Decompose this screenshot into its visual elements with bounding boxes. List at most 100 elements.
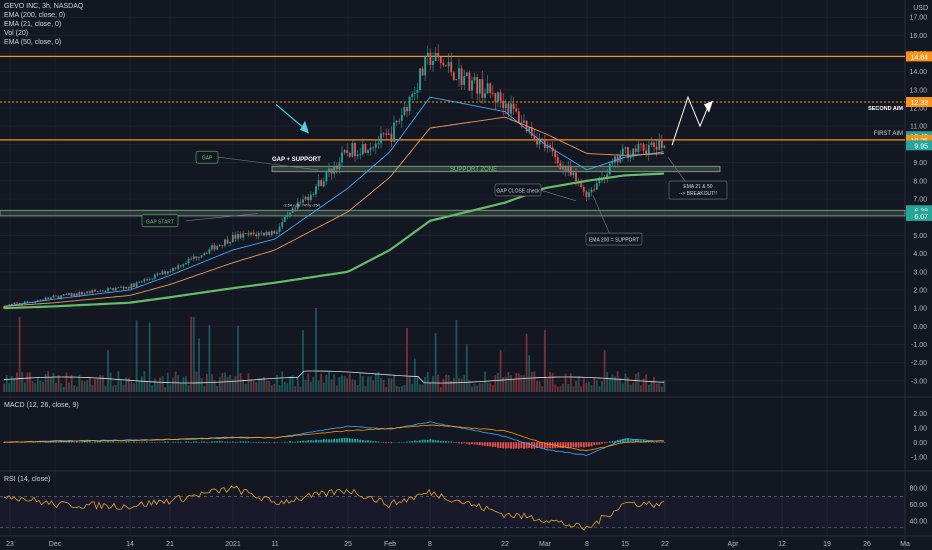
volume-bar: [468, 379, 471, 392]
legend-vol[interactable]: Vol (20): [4, 30, 29, 37]
candle-body: [385, 133, 388, 135]
volume-bar: [432, 376, 434, 392]
macd-histogram-bar: [538, 442, 541, 449]
volume-bar: [546, 378, 549, 392]
candle-body: [458, 68, 460, 80]
macd-histogram-bar: [473, 442, 476, 445]
volume-bar: [304, 379, 307, 392]
candle-body: [335, 166, 338, 169]
pane-bg: [0, 472, 932, 535]
macd-histogram-bar: [616, 439, 619, 443]
candle-body: [10, 303, 13, 305]
macd-histogram-bar: [455, 442, 458, 444]
legend-ema50[interactable]: EMA (50, close, 0): [4, 39, 62, 46]
volume-bar: [127, 378, 130, 392]
volume-bar: [458, 378, 460, 392]
candle-body: [39, 299, 42, 301]
macd-histogram-bar: [429, 439, 432, 443]
candle-body: [224, 239, 226, 246]
macd-histogram-bar: [341, 438, 343, 443]
volume-bar: [398, 386, 401, 392]
volume-bar: [504, 376, 507, 392]
macd-histogram-bar: [465, 442, 468, 444]
volume-bar: [302, 330, 304, 392]
legend-ema21[interactable]: EMA (21, close, 0): [4, 21, 62, 28]
volume-bar: [315, 308, 317, 392]
macd-histogram-bar: [109, 441, 112, 443]
volume-bar: [130, 381, 133, 392]
candle-body: [439, 57, 442, 63]
candle-body: [286, 214, 289, 217]
macd-histogram-bar: [497, 442, 499, 448]
candle-body: [159, 273, 161, 275]
macd-histogram-bar: [655, 441, 658, 443]
candle-body: [169, 271, 172, 272]
volume-bar: [624, 373, 627, 392]
macd-histogram-bar: [359, 439, 362, 443]
symbol-legend[interactable]: GEVO INC, 3h, NASDAQ: [4, 3, 84, 10]
candle-body: [634, 148, 637, 152]
ema50-line: [3, 116, 665, 307]
candle-body: [541, 138, 544, 140]
volume-bar: [73, 385, 76, 392]
volume-bar: [257, 377, 260, 392]
volume-bar: [541, 386, 544, 392]
volume-bar: [296, 377, 299, 392]
volume-bar: [627, 377, 629, 392]
macd-histogram-bar: [543, 442, 546, 449]
volume-bar: [585, 382, 588, 392]
candle-body: [36, 300, 39, 302]
candle-body: [117, 287, 120, 289]
candle-body: [564, 165, 567, 171]
candle-body: [302, 199, 304, 203]
volume-bar: [580, 386, 583, 392]
volume-bar: [377, 372, 380, 392]
volume-bar: [278, 385, 281, 392]
candle-body: [663, 145, 666, 149]
macd-histogram-bar: [328, 439, 330, 443]
projection-arrowhead: [704, 100, 713, 113]
volume-bar: [484, 371, 486, 392]
candle-body: [265, 231, 268, 236]
volume-bar: [439, 386, 442, 392]
volume-bar: [333, 374, 336, 392]
candle-body: [624, 147, 627, 149]
macd-histogram-bar: [598, 442, 601, 445]
volume-bar: [642, 378, 645, 392]
macd-histogram-bar: [104, 441, 107, 443]
candle-body: [148, 279, 151, 280]
macd-histogram-bar: [164, 441, 167, 443]
volume-bar: [159, 377, 161, 392]
candle-body: [75, 293, 78, 296]
candle-body: [122, 286, 125, 289]
macd-histogram-bar: [99, 441, 102, 443]
candle-body: [356, 154, 359, 157]
volume-bar: [338, 376, 341, 392]
macd-histogram-bar: [442, 440, 445, 443]
price-tick-label: 16.00: [909, 33, 927, 40]
volume-bar: [424, 376, 427, 392]
macd-histogram-bar: [523, 442, 525, 449]
macd-histogram-bar: [70, 441, 73, 443]
volume-bar: [242, 379, 245, 392]
candle-body: [44, 297, 47, 301]
legend-ema200[interactable]: EMA (200, close, 0): [4, 12, 66, 19]
volume-bar: [603, 350, 606, 392]
rsi-title[interactable]: RSI (14, close): [4, 476, 51, 483]
support-zone-box: [271, 165, 721, 173]
volume-bar: [476, 385, 479, 392]
volume-bar: [471, 386, 473, 392]
candle-body: [239, 233, 242, 238]
volume-bar: [653, 377, 655, 392]
volume-bar: [606, 372, 609, 392]
volume-bar: [13, 378, 16, 392]
price-badge: [906, 210, 932, 221]
macd-title[interactable]: MACD (12, 26, close, 9): [4, 402, 79, 409]
macd-histogram-bar: [140, 441, 143, 443]
candle-body: [320, 180, 323, 187]
macd-histogram-bar: [304, 440, 307, 443]
volume-bar: [18, 317, 21, 392]
macd-histogram-bar: [572, 442, 575, 448]
volume-bar: [450, 381, 453, 392]
